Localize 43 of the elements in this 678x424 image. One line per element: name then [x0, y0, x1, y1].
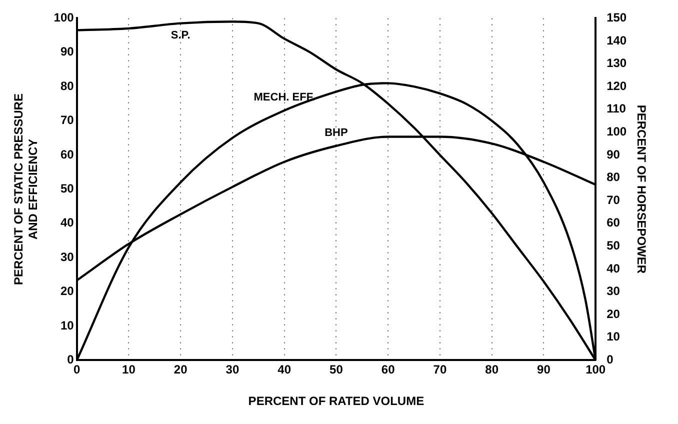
y2-tick-label: 50	[606, 238, 620, 253]
y-tick-label: 40	[60, 216, 74, 230]
y2-tick-label: 130	[606, 56, 627, 70]
annotation: MECH. EFF.	[254, 92, 315, 104]
x-axis-title: PERCENT OF RATED VOLUME	[248, 394, 424, 408]
x-tick-label: 20	[174, 362, 188, 377]
y2-tick-label: 120	[606, 78, 627, 93]
y2-tick-label: 150	[606, 10, 627, 25]
y-tick-label: 20	[60, 284, 74, 298]
x-tick-label: 100	[586, 362, 606, 377]
y-tick-label: 50	[60, 182, 74, 196]
y-tick-label: 80	[60, 78, 74, 93]
annotation: BHP	[324, 126, 348, 139]
x-tick-label: 50	[330, 362, 344, 377]
y2-tick-label: 70	[606, 192, 620, 207]
y-tick-label: 60	[60, 147, 74, 162]
y2-axis-title: PERCENT OF HORSEPOWER	[634, 104, 648, 274]
x-tick-label: 40	[278, 362, 292, 377]
x-tick-label: 30	[226, 362, 240, 377]
y-tick-label: 100	[54, 10, 74, 25]
y-tick-label: 10	[60, 318, 74, 332]
x-tick-label: 90	[537, 362, 551, 377]
y2-tick-label: 140	[606, 33, 627, 48]
x-tick-label: 70	[433, 362, 447, 377]
x-tick-label: 60	[381, 362, 396, 377]
x-tick-label: 80	[485, 362, 499, 377]
y2-tick-label: 90	[606, 147, 620, 162]
annotation: S.P.	[170, 29, 190, 42]
y2-tick-label: 0	[606, 352, 614, 367]
y2-tick-label: 40	[606, 261, 620, 276]
y2-tick-label: 10	[606, 330, 620, 344]
y2-tick-label: 30	[606, 284, 620, 298]
y2-tick-label: 60	[606, 216, 620, 230]
y2-tick-label: 20	[606, 306, 620, 321]
x-tick-label: 10	[122, 362, 136, 377]
y-tick-label: 30	[60, 250, 74, 264]
y-tick-label: 90	[60, 44, 74, 59]
y2-tick-label: 110	[606, 102, 626, 116]
y2-tick-label: 80	[606, 170, 620, 184]
y-tick-label: 0	[67, 352, 74, 367]
y-tick-label: 70	[60, 113, 74, 128]
y2-tick-label: 100	[606, 124, 627, 139]
y-axis-title: PERCENT OF STATIC PRESSURE AND EFFICIENCY	[12, 93, 40, 285]
